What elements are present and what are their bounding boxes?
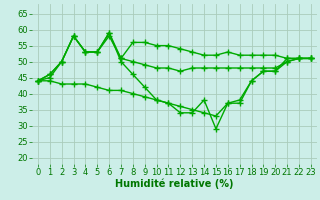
X-axis label: Humidité relative (%): Humidité relative (%): [115, 179, 234, 189]
